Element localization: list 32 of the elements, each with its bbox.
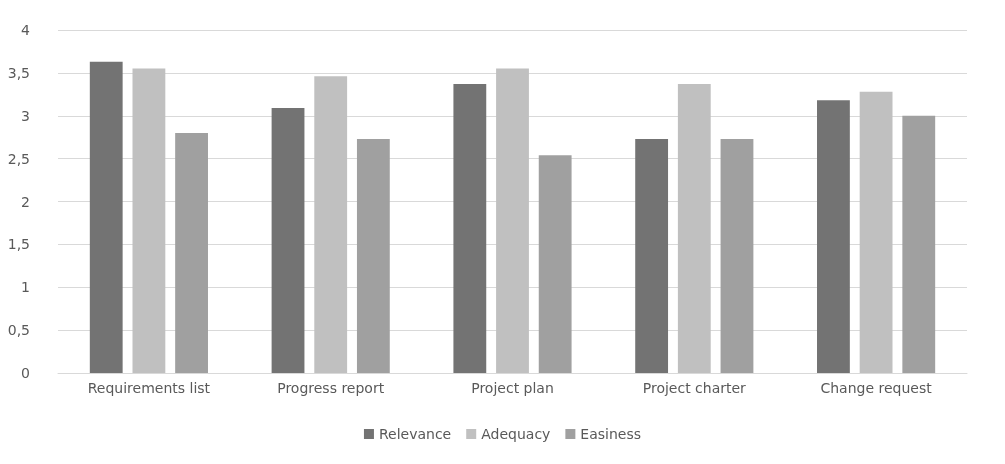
y-tick-label: 3 — [21, 107, 30, 124]
bar — [132, 68, 166, 373]
bar — [635, 138, 669, 373]
bar — [314, 76, 348, 373]
bar — [720, 138, 754, 373]
x-tick-label: Change request — [820, 380, 933, 396]
y-tick-label: 1,5 — [7, 236, 30, 253]
bar — [271, 108, 305, 373]
bar — [175, 132, 208, 373]
bar — [817, 100, 850, 373]
legend-label: Adequacy — [481, 426, 551, 442]
bar — [538, 155, 572, 373]
bar — [89, 61, 123, 373]
bar — [902, 115, 936, 373]
y-tick-label: 3,5 — [7, 64, 30, 81]
y-tick-label: 4 — [21, 22, 31, 38]
y-tick-label: 1 — [21, 279, 30, 296]
bar — [859, 91, 893, 373]
y-tick-label: 0,5 — [7, 322, 30, 339]
legend-label: Easiness — [580, 426, 642, 442]
x-tick-label: Project charter — [642, 380, 747, 396]
y-tick-label: 2 — [21, 193, 30, 210]
bar — [677, 84, 711, 373]
x-tick-label: Project plan — [471, 380, 554, 396]
legend-label: Relevance — [378, 426, 452, 442]
bar — [496, 68, 529, 373]
y-tick-label: 0 — [21, 365, 30, 381]
bar — [453, 84, 487, 373]
x-tick-label: Progress report — [277, 380, 385, 396]
bar — [356, 138, 390, 373]
y-tick-label: 2,5 — [7, 150, 30, 167]
x-tick-label: Requirements list — [87, 380, 211, 396]
